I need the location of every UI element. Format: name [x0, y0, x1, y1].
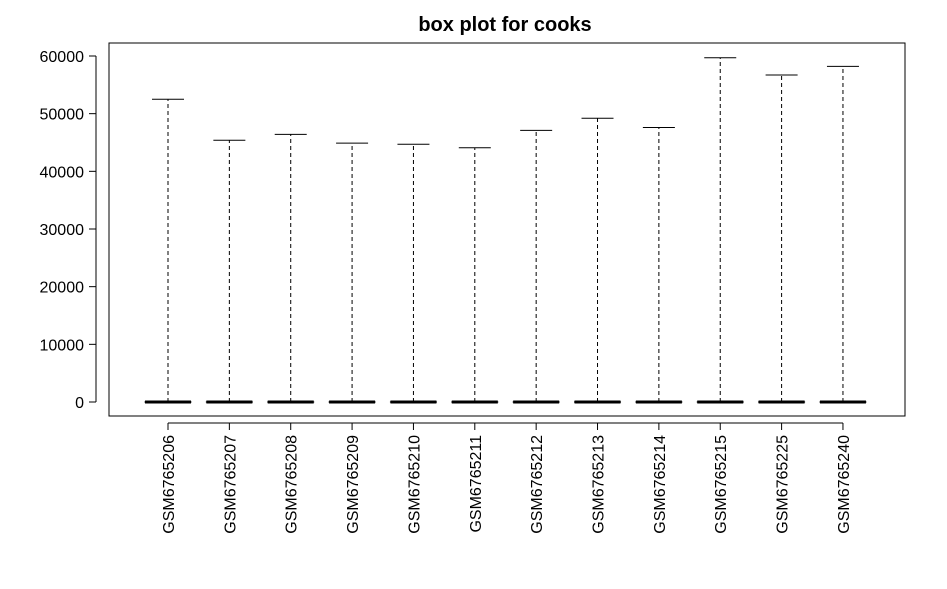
y-tick-label: 10000	[40, 337, 85, 354]
x-tick-label: GSM6765208	[284, 435, 301, 534]
box-GSM6765207	[205, 139, 253, 404]
x-tick-label: GSM6765206	[161, 435, 178, 534]
x-tick-label: GSM6765211	[468, 435, 485, 533]
chart-title: box plot for cooks	[418, 14, 591, 36]
y-axis: 0 10000 20000 30000 40000 50000 60000	[40, 49, 97, 412]
x-tick-label: GSM6765240	[836, 435, 853, 534]
y-tick-label: 60000	[40, 49, 85, 66]
y-tick-label: 0	[75, 395, 84, 412]
box-GSM6765214	[635, 127, 683, 404]
box-GSM6765208	[267, 133, 315, 404]
x-tick-label: GSM6765213	[591, 435, 608, 534]
y-tick-label: 40000	[40, 164, 85, 181]
box-GSM6765210	[389, 143, 437, 404]
x-tick-label: GSM6765207	[222, 435, 239, 534]
boxes	[144, 57, 867, 404]
box-GSM6765215	[696, 57, 744, 404]
x-tick-label: GSM6765214	[652, 435, 669, 534]
box-GSM6765209	[328, 142, 376, 404]
x-axis: GSM6765206 GSM6765207 GSM6765208 GSM6765209…	[161, 422, 853, 534]
box-GSM6765206	[144, 98, 192, 404]
box-GSM6765240	[819, 65, 867, 404]
y-tick-label: 50000	[40, 107, 85, 124]
box-GSM6765211	[451, 147, 499, 404]
box-GSM6765213	[574, 117, 622, 404]
x-tick-label: GSM6765209	[345, 435, 362, 534]
y-tick-label: 30000	[40, 222, 85, 239]
x-tick-label: GSM6765212	[529, 435, 546, 534]
box-GSM6765225	[758, 74, 806, 404]
x-tick-label: GSM6765215	[713, 435, 730, 534]
plot-frame	[108, 42, 906, 417]
box-GSM6765212	[512, 129, 560, 404]
y-tick-label: 20000	[40, 280, 85, 297]
x-tick-label: GSM6765210	[406, 435, 423, 534]
x-tick-label: GSM6765225	[775, 435, 792, 534]
